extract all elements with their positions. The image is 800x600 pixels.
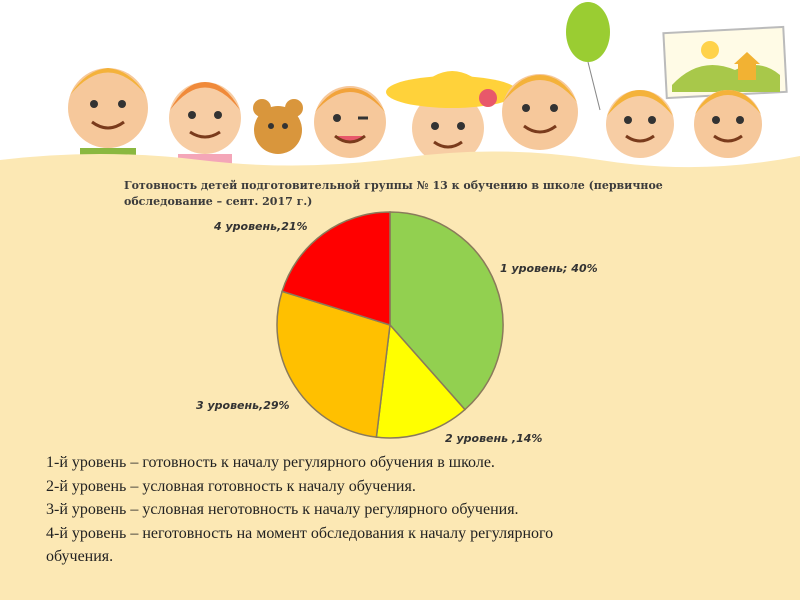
legend-line: 2-й уровень – условная готовность к нача…	[46, 477, 416, 495]
level-legend: 1-й уровень – готовность к началу регуля…	[46, 451, 746, 569]
pie-slice-label: 4 уровень,21%	[213, 220, 308, 233]
house-drawing-icon	[662, 25, 788, 100]
child-face-7	[694, 90, 762, 158]
pie-slice	[276, 290, 391, 439]
child-face-3	[314, 86, 386, 158]
legend-line: обучения.	[46, 548, 114, 565]
pie-slice	[389, 211, 504, 411]
pie-slice	[281, 211, 391, 327]
chart-title: Готовность детей подготовительной группы…	[124, 179, 663, 208]
balloon-icon	[566, 2, 610, 62]
pie-slice	[375, 323, 466, 439]
legend-line: 3-й уровень – условная неготовность к на…	[46, 501, 519, 518]
teddy-bear-icon	[253, 99, 303, 154]
child-face-5	[502, 74, 578, 150]
pie-slice-label: 2 уровень ,14%	[445, 432, 542, 445]
pie-slice-label: 3 уровень,29%	[196, 399, 290, 412]
legend-line: 4-й уровень – неготовность на момент обс…	[46, 524, 554, 542]
pie-slice-label: 1 уровень; 40%	[500, 262, 598, 275]
child-face-2	[169, 82, 241, 172]
children-banner-illustration	[0, 0, 800, 175]
legend-line: 1-й уровень – готовность к началу регуля…	[46, 454, 495, 471]
child-face-6	[606, 90, 674, 158]
